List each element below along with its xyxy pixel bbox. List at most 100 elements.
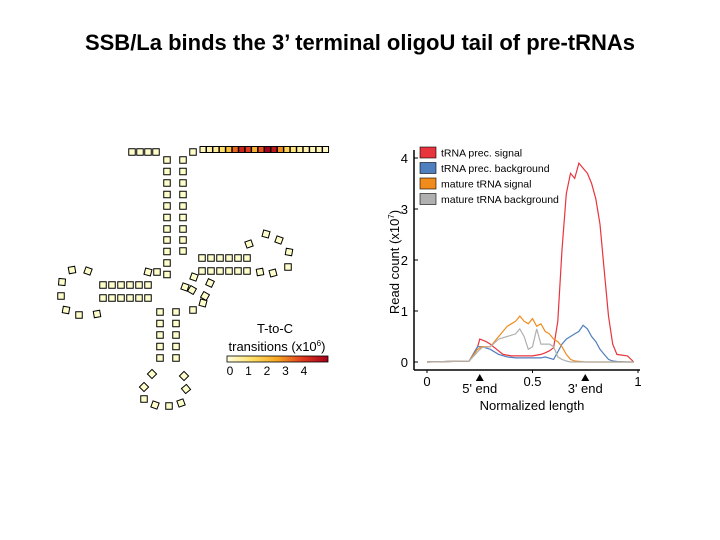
nucleotide	[156, 354, 164, 362]
chart-y-axis-label: Read count (x107)	[387, 210, 402, 314]
chart-x-axis-label: Normalized length	[480, 398, 585, 413]
nucleotide	[243, 267, 251, 275]
end-marker-arrow	[475, 374, 484, 381]
nucleotide	[176, 398, 186, 408]
nucleotide	[67, 265, 77, 275]
tail-nucleotide	[322, 146, 330, 153]
legend-label: tRNA prec. signal	[441, 148, 522, 160]
colorbar-tick-label: 3	[282, 364, 289, 378]
nucleotide	[143, 267, 153, 277]
nucleotide	[268, 268, 278, 278]
nucleotide	[172, 342, 180, 351]
nucleotide	[244, 239, 254, 249]
series-line	[426, 161, 635, 363]
chart-y-label-suffix: )	[387, 210, 402, 214]
nucleotide	[172, 331, 180, 339]
nucleotide	[178, 370, 190, 382]
colorbar-tick-label: 0	[227, 364, 234, 378]
nucleotide	[163, 202, 171, 210]
nucleotide	[284, 247, 294, 257]
nucleotide	[225, 267, 233, 275]
colorbar	[226, 355, 329, 363]
legend-label: tRNA prec. background	[441, 163, 550, 175]
nucleotide	[163, 236, 171, 244]
nucleotide	[163, 167, 171, 176]
nucleotide	[179, 225, 187, 233]
nucleotide	[163, 270, 171, 279]
nucleotide	[234, 267, 242, 275]
nucleotide	[179, 156, 187, 164]
colorbar-tick-label: 2	[264, 364, 271, 378]
chart-y-label-prefix: Read count (x10	[387, 219, 402, 314]
chart-legend: tRNA prec. signal tRNA prec. background ma…	[419, 146, 559, 206]
nucleotide	[126, 281, 134, 289]
series-line	[426, 324, 634, 363]
nucleotide	[225, 254, 233, 262]
end-marker-label: 3' end	[568, 381, 603, 396]
y-tick-label: 2	[401, 253, 408, 268]
nucleotide	[207, 267, 215, 275]
x-tick-label: 0.5	[523, 374, 541, 389]
nucleotide	[199, 290, 211, 302]
x-tick-label: 1	[634, 374, 641, 389]
end-marker-label: 5' end	[462, 381, 497, 396]
colorbar-tick-label: 4	[301, 364, 308, 378]
nucleotide	[108, 294, 116, 302]
nucleotide	[163, 259, 171, 267]
nucleotide	[186, 284, 198, 296]
nucleotide	[99, 294, 107, 302]
nucleotide	[163, 156, 171, 164]
nucleotide	[284, 263, 292, 271]
legend-swatch	[419, 193, 437, 205]
nucleotide	[163, 213, 171, 222]
y-tick-label: 4	[401, 151, 408, 166]
nucleotide	[163, 247, 171, 256]
nucleotide	[165, 402, 173, 410]
trna-nucleotides	[57, 148, 294, 410]
nucleotide	[146, 368, 158, 380]
nucleotide	[83, 266, 93, 276]
nucleotide	[179, 202, 187, 210]
nucleotide	[179, 167, 187, 176]
nucleotide	[117, 294, 125, 302]
nucleotide	[179, 190, 187, 199]
nucleotide	[163, 190, 171, 199]
nucleotide	[198, 254, 206, 262]
nucleotide	[205, 278, 215, 288]
nucleotide	[189, 306, 197, 314]
nucleotide	[61, 305, 71, 315]
nucleotide	[152, 148, 160, 156]
nucleotide	[180, 383, 192, 395]
series-line	[426, 327, 634, 363]
nucleotide	[156, 308, 164, 316]
nucleotide	[144, 281, 152, 289]
y-tick-label: 1	[401, 304, 408, 319]
nucleotide	[172, 319, 180, 328]
nucleotide	[179, 213, 187, 222]
nucleotide	[179, 179, 187, 187]
x-tick-label: 0	[423, 374, 430, 389]
chart-series-lines	[426, 161, 635, 363]
nucleotide	[144, 294, 152, 302]
nucleotide	[150, 400, 160, 410]
nucleotide	[57, 277, 67, 287]
colorbar-title-line2: transitions (x106)	[229, 339, 326, 354]
y-tick-label: 3	[401, 202, 408, 217]
y-tick-label: 0	[401, 355, 408, 370]
nucleotide	[274, 235, 284, 245]
nucleotide	[156, 331, 164, 339]
nucleotide	[172, 354, 180, 362]
colorbar-title-prefix: transitions (x10	[229, 339, 317, 354]
nucleotide	[156, 342, 164, 351]
nucleotide	[57, 292, 65, 300]
nucleotide	[189, 272, 199, 282]
series-line	[426, 315, 634, 363]
nucleotide	[117, 281, 125, 289]
nucleotide	[179, 247, 187, 255]
nucleotide	[99, 281, 107, 289]
nucleotide	[128, 148, 136, 156]
nucleotide	[255, 267, 265, 277]
colorbar-title-exp: 6	[317, 339, 322, 348]
